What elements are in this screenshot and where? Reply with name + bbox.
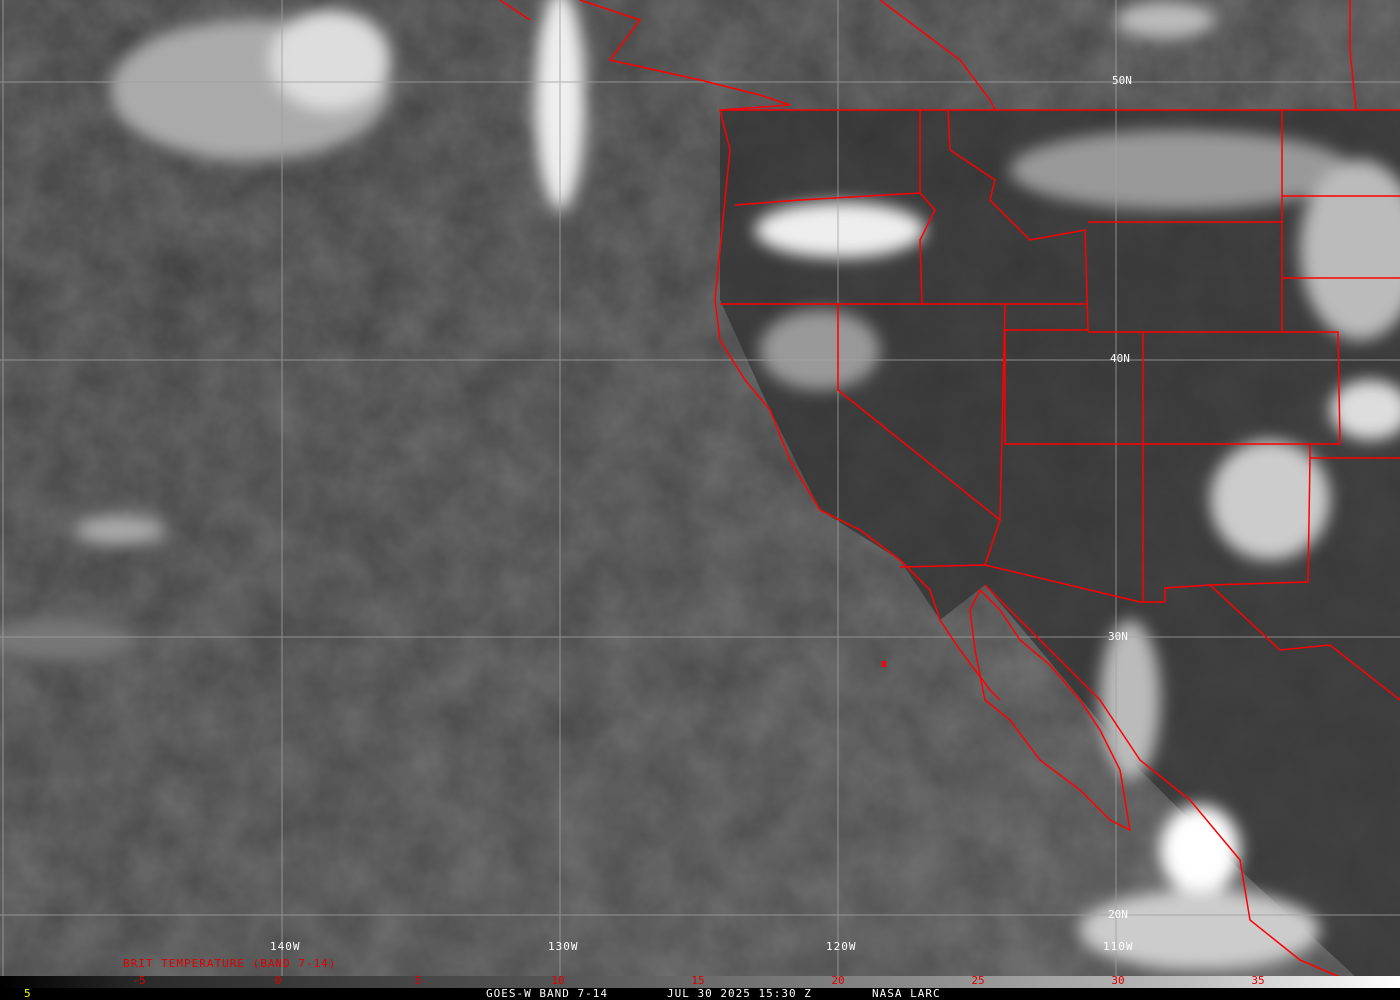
scale-tick: 25 xyxy=(971,974,985,987)
lat-label-30n: 30N xyxy=(1108,630,1128,643)
lat-label-50n: 50N xyxy=(1112,74,1132,87)
lon-label-140w: 140W xyxy=(270,940,301,953)
mexico-coast xyxy=(984,584,1371,991)
scale-tick: 5 xyxy=(414,974,422,987)
satellite-caption: GOES-W BAND 7-14 xyxy=(486,987,608,1000)
fire-hotspot xyxy=(882,661,886,667)
color-scale-bar: -5 0 5 10 15 20 25 30 35 xyxy=(0,974,1400,988)
political-borders xyxy=(499,0,1400,991)
us-mexico-border xyxy=(899,564,1400,701)
clouds xyxy=(0,0,1400,970)
scale-tick: 15 xyxy=(691,974,705,987)
state-borders xyxy=(720,109,1400,602)
frame-number: 5 xyxy=(24,987,32,1000)
graticule xyxy=(0,0,1400,976)
scale-tick: -5 xyxy=(132,974,146,987)
datetime: JUL 30 2025 15:30 Z xyxy=(667,987,812,1000)
baja-peninsula xyxy=(969,588,1131,832)
canada-border xyxy=(720,0,1400,111)
lat-label-20n: 20N xyxy=(1108,908,1128,921)
scale-tick: 35 xyxy=(1251,974,1265,987)
legend-title: BRIT TEMPERATURE (BAND 7-14) xyxy=(123,957,337,970)
lat-label-40n: 40N xyxy=(1110,352,1130,365)
credit: NASA LARC xyxy=(872,987,941,1000)
footer-bar: 5 GOES-W BAND 7-14 JUL 30 2025 15:30 Z N… xyxy=(0,987,1400,1000)
scale-tick: 30 xyxy=(1111,974,1125,987)
scale-tick: 0 xyxy=(274,974,282,987)
coastline-north xyxy=(499,0,1001,701)
lon-label-120w: 120W xyxy=(826,940,857,953)
land-mass xyxy=(720,110,1400,990)
scale-tick: 10 xyxy=(551,974,565,987)
scale-tick: 20 xyxy=(831,974,845,987)
lon-label-130w: 130W xyxy=(548,940,579,953)
lon-label-110w: 110W xyxy=(1103,940,1134,953)
